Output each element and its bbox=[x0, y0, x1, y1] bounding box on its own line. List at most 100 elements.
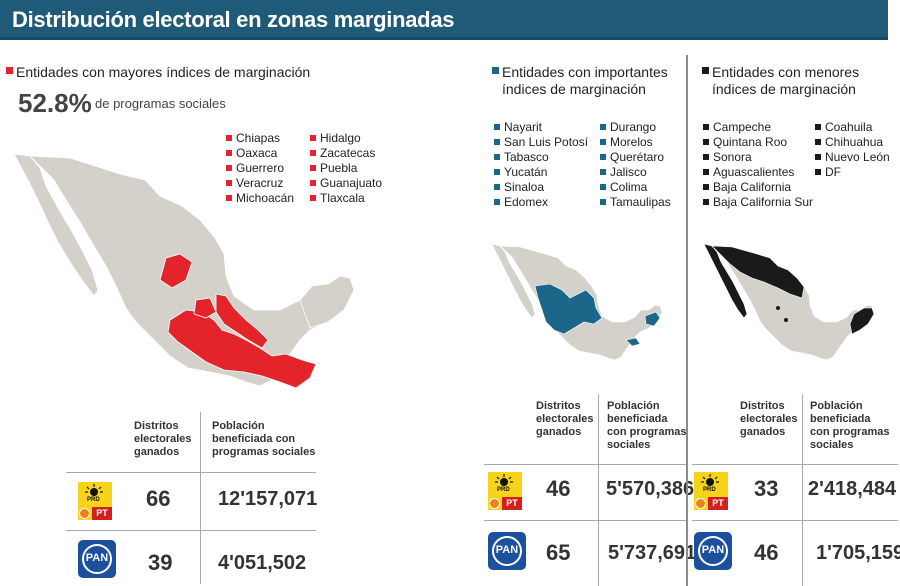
low-states-list: Campeche Quintana Roo Sonora Aguascalientes… bbox=[703, 120, 893, 215]
high-states-list: Chiapas Oaxaca Guerrero Veracruz Michoacán H… bbox=[226, 131, 426, 211]
high-title-text: Entidades con mayores índices de margina… bbox=[16, 64, 311, 80]
bullet-icon bbox=[600, 169, 606, 175]
high-prd-districts: 66 bbox=[146, 486, 171, 511]
low-pan-districts: 46 bbox=[754, 540, 779, 565]
bullet-icon bbox=[600, 154, 606, 160]
bullet-icon bbox=[226, 135, 232, 141]
pan-logo-text: PAN bbox=[85, 552, 109, 564]
state-item: Nuevo León bbox=[815, 150, 890, 165]
bullet-icon bbox=[226, 165, 232, 171]
state-item: Coahuila bbox=[815, 120, 890, 135]
mid-table-col2-header: Población beneficiada con programas soci… bbox=[607, 400, 687, 451]
state-item: Jalisco bbox=[600, 165, 671, 180]
state-item: Yucatán bbox=[494, 165, 588, 180]
state-item: DF bbox=[815, 165, 890, 180]
state-label: Durango bbox=[610, 120, 657, 134]
tabasco-blue bbox=[625, 337, 641, 347]
state-label: Nayarit bbox=[504, 120, 543, 134]
high-table-hline-1 bbox=[66, 472, 316, 473]
bullet-icon bbox=[703, 139, 709, 145]
state-item: Sinaloa bbox=[494, 180, 588, 195]
high-percent: 52.8% bbox=[18, 88, 92, 118]
mid-states-col1: Nayarit San Luis Potosí Tabasco Yucatán Sina… bbox=[494, 120, 588, 210]
mexico-base-shape bbox=[28, 155, 355, 387]
pt-logo-text: PT bbox=[92, 507, 112, 520]
state-label: Sonora bbox=[713, 150, 752, 164]
zacatecas-shape bbox=[159, 253, 193, 289]
south-red-shape bbox=[167, 309, 317, 389]
state-label: Querétaro bbox=[610, 150, 665, 164]
state-label: Sinaloa bbox=[504, 180, 545, 194]
mid-blue-region bbox=[534, 283, 603, 335]
mid-baja-shape bbox=[491, 243, 536, 319]
low-table-vline bbox=[802, 394, 803, 586]
state-label: San Luis Potosí bbox=[504, 135, 589, 149]
section-divider bbox=[686, 55, 688, 586]
mid-prd-districts: 46 bbox=[546, 476, 571, 501]
mid-prd-population: 5'570,386 bbox=[606, 478, 695, 500]
state-item: Guanajuato bbox=[310, 176, 382, 191]
low-prd-population: 2'418,484 bbox=[808, 478, 897, 500]
pan-logo-text: PAN bbox=[495, 544, 519, 556]
bullet-icon bbox=[600, 184, 606, 190]
state-label: Baja California Sur bbox=[713, 195, 814, 209]
state-item: Veracruz bbox=[226, 176, 294, 191]
state-item: Chiapas bbox=[226, 131, 294, 146]
bullet-icon bbox=[494, 154, 500, 160]
pan-logo-text: PAN bbox=[701, 544, 725, 556]
state-label: Yucatán bbox=[504, 165, 548, 179]
low-states-col2: Coahuila Chihuahua Nuevo León DF bbox=[815, 120, 890, 180]
bullet-icon bbox=[600, 124, 606, 130]
mid-pan-population: 5'737,691 bbox=[608, 542, 697, 564]
bullet-icon bbox=[226, 195, 232, 201]
sun-icon bbox=[701, 474, 719, 486]
state-item: Tabasco bbox=[494, 150, 588, 165]
mid-table-hline-2 bbox=[484, 520, 686, 521]
state-label: Campeche bbox=[713, 120, 772, 134]
state-item: Colima bbox=[600, 180, 671, 195]
bullet-icon bbox=[226, 180, 232, 186]
low-states-col1: Campeche Quintana Roo Sonora Aguascalientes… bbox=[703, 120, 813, 210]
bullet-icon bbox=[310, 150, 316, 156]
state-item: Tlaxcala bbox=[310, 191, 382, 206]
state-label: Tabasco bbox=[504, 150, 549, 164]
state-item: Chihuahua bbox=[815, 135, 890, 150]
state-label: Hidalgo bbox=[320, 131, 361, 145]
state-item: Hidalgo bbox=[310, 131, 382, 146]
pan-logo: PAN bbox=[78, 540, 116, 578]
low-title-line2: índices de marginación bbox=[712, 81, 856, 97]
bullet-icon bbox=[815, 169, 821, 175]
state-item: Morelos bbox=[600, 135, 671, 150]
high-pan-population: 4'051,502 bbox=[218, 552, 307, 574]
bullet-icon bbox=[703, 169, 709, 175]
mid-table-col1-header: Distritos electorales ganados bbox=[536, 400, 594, 438]
high-prd-population: 12'157,071 bbox=[218, 488, 318, 510]
state-label: Puebla bbox=[320, 161, 358, 175]
state-item: Baja California Sur bbox=[703, 195, 813, 210]
bullet-icon bbox=[310, 195, 316, 201]
bullet-icon bbox=[494, 139, 500, 145]
df-dot bbox=[784, 318, 788, 322]
low-section-title: Entidades con menores índices de margina… bbox=[702, 64, 892, 98]
state-label: DF bbox=[825, 165, 841, 179]
state-label: Michoacán bbox=[236, 191, 295, 205]
mid-title-line2: índices de marginación bbox=[502, 81, 646, 97]
bullet-icon bbox=[494, 199, 500, 205]
state-label: Coahuila bbox=[825, 120, 873, 134]
state-label: Zacatecas bbox=[320, 146, 376, 160]
state-item: Zacatecas bbox=[310, 146, 382, 161]
sun-icon bbox=[85, 484, 103, 496]
bullet-icon bbox=[494, 124, 500, 130]
low-table-hline-2 bbox=[692, 520, 898, 521]
prd-logo-text: PRD bbox=[87, 497, 100, 503]
state-label: Guanajuato bbox=[320, 176, 383, 190]
high-section-title: Entidades con mayores índices de margina… bbox=[6, 64, 476, 81]
map-mid-margination bbox=[491, 243, 663, 361]
pan-logo: PAN bbox=[488, 532, 526, 570]
bullet-icon bbox=[815, 154, 821, 160]
bullet-icon bbox=[600, 139, 606, 145]
low-section: Entidades con menores índices de margina… bbox=[702, 64, 892, 98]
high-states-col1: Chiapas Oaxaca Guerrero Veracruz Michoacán bbox=[226, 131, 294, 206]
state-label: Tamaulipas bbox=[610, 195, 671, 209]
state-item: Quintana Roo bbox=[703, 135, 813, 150]
